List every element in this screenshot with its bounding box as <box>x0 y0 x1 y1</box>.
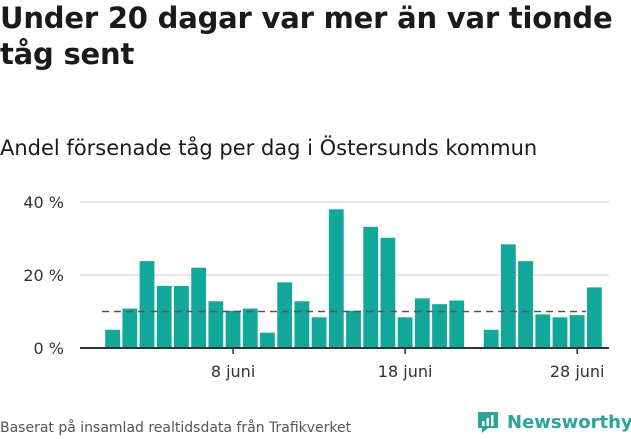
bar <box>242 308 258 348</box>
bar <box>277 282 293 348</box>
chart-subtitle: Andel försenade tåg per dag i Östersunds… <box>0 136 538 160</box>
bar <box>156 285 172 348</box>
bar <box>432 304 447 348</box>
bar <box>294 301 310 348</box>
bar <box>139 261 155 348</box>
x-tick-label: 28 juni <box>550 362 605 381</box>
bar <box>346 310 361 348</box>
bar-chart: 0 % 20 % 40 % 8 juni 18 juni 28 juni <box>23 193 609 381</box>
y-tick-label: 40 % <box>23 193 64 212</box>
bar <box>586 287 602 348</box>
x-tick-label: 8 juni <box>211 362 255 381</box>
chart-title: Under 20 dagar var mer än var tionde tåg… <box>0 1 613 71</box>
bar <box>105 329 121 348</box>
bar <box>449 300 465 348</box>
bar <box>208 301 224 348</box>
bar <box>535 314 551 348</box>
y-tick-label: 20 % <box>23 266 64 285</box>
newsworthy-logo[interactable]: Newsworthy <box>475 409 631 435</box>
bar <box>363 226 379 348</box>
bar <box>500 244 516 348</box>
bar <box>397 317 413 348</box>
x-tick-label: 18 juni <box>378 362 433 381</box>
bar <box>122 308 138 348</box>
bar <box>380 237 396 348</box>
newsworthy-logo-text: Newsworthy <box>507 411 631 433</box>
newsworthy-logo-icon <box>478 412 498 433</box>
bar <box>225 310 241 348</box>
bar <box>552 317 568 348</box>
bar <box>414 298 430 348</box>
bar <box>518 261 533 348</box>
bar <box>311 317 327 348</box>
bar <box>569 315 585 348</box>
y-tick-label: 0 % <box>34 339 64 358</box>
bar <box>260 332 275 348</box>
bar <box>174 285 189 348</box>
source-note: Baserat på insamlad realtidsdata från Tr… <box>0 420 352 436</box>
bar <box>191 267 207 348</box>
bar <box>483 329 499 348</box>
bar <box>328 209 344 348</box>
